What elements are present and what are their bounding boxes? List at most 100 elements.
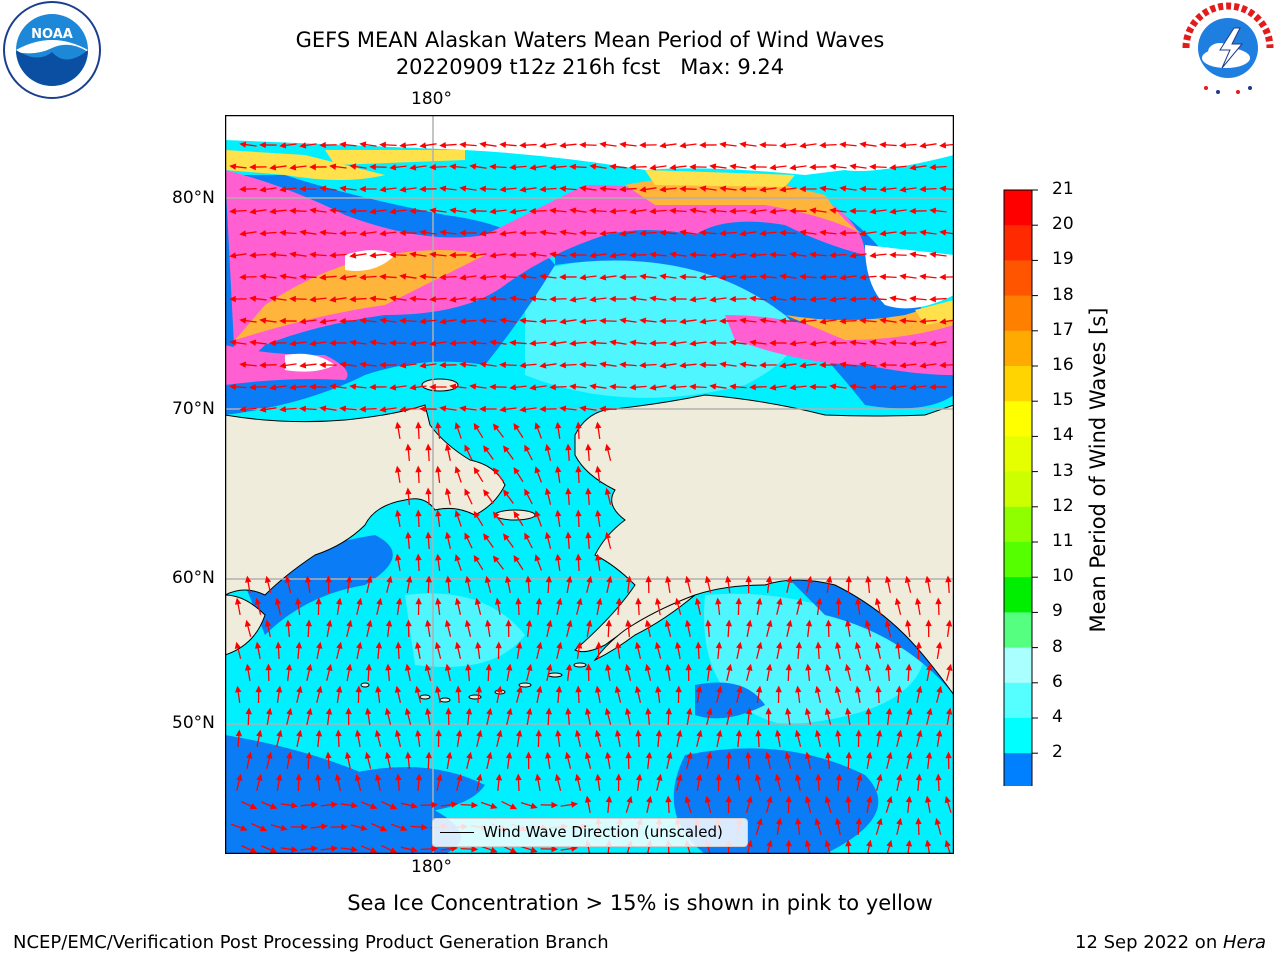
- wind-wave-arrowhead: [459, 274, 467, 281]
- wind-wave-arrowhead: [515, 773, 522, 781]
- wind-wave-arrowhead: [665, 575, 672, 583]
- wind-wave-arrowhead: [254, 641, 262, 649]
- wind-wave-arrowhead: [845, 839, 852, 847]
- wind-wave-arrowhead: [289, 295, 296, 303]
- wind-wave-arrowhead: [619, 141, 627, 148]
- wind-wave-arrowhead: [756, 817, 763, 826]
- wind-wave-arrowhead: [579, 274, 587, 281]
- wind-wave-arrowhead: [889, 295, 897, 302]
- wind-wave-arrowhead: [585, 487, 592, 495]
- wind-wave-arrowhead: [619, 273, 626, 281]
- land-alaska-peninsula: [593, 594, 696, 662]
- wind-wave-arrowhead: [451, 801, 459, 808]
- wind-wave-arrowhead: [425, 619, 432, 627]
- wind-wave-arrowhead: [719, 317, 726, 325]
- wind-wave-arrowhead: [399, 406, 407, 413]
- wind-wave-arrowhead: [519, 186, 527, 193]
- wind-wave-arrowhead: [799, 142, 807, 149]
- noaa-logo: NOAA: [0, 0, 104, 104]
- wind-wave-arrowhead: [589, 296, 597, 303]
- wind-wave-arrowhead: [599, 141, 607, 148]
- wind-wave-arrowhead: [799, 362, 807, 369]
- wind-wave-arrowhead: [509, 803, 518, 810]
- wind-wave-arrowhead: [346, 619, 353, 628]
- wind-wave-arrowhead: [236, 773, 243, 781]
- wind-wave-arrowhead: [539, 142, 547, 149]
- wind-wave-arrowhead: [319, 405, 327, 412]
- wind-wave-arrowhead: [599, 317, 606, 325]
- wind-wave-arrowhead: [385, 619, 393, 627]
- wind-wave-arrowhead: [849, 163, 857, 170]
- wind-wave-arrowhead: [490, 846, 498, 853]
- wind-wave-arrowhead: [259, 361, 266, 369]
- wind-wave-arrowhead: [885, 663, 892, 671]
- wind-wave-arrowhead: [479, 405, 486, 413]
- wind-wave-arrowhead: [355, 685, 362, 693]
- wind-wave-arrowhead: [879, 361, 886, 369]
- colorbar-segment: [1004, 295, 1032, 332]
- wind-wave-arrowhead: [795, 685, 802, 693]
- wind-wave-arrowhead: [369, 252, 377, 259]
- wind-wave-arrowhead: [676, 729, 683, 737]
- wind-wave-arrowhead: [315, 729, 323, 737]
- wind-wave-arrowhead: [469, 163, 477, 170]
- wind-wave-arrowhead: [859, 185, 866, 193]
- wind-wave-arrowhead: [503, 533, 510, 541]
- wind-wave-arrowhead: [835, 773, 843, 781]
- wind-wave-arrowhead: [814, 817, 821, 826]
- wind-wave-arrowhead: [519, 362, 527, 369]
- ocean-light-patch: [525, 259, 799, 398]
- wind-wave-arrowhead: [486, 707, 493, 715]
- wind-wave-arrowhead: [279, 273, 287, 280]
- wind-wave-arrowhead: [266, 751, 273, 760]
- wind-wave-arrowhead: [765, 663, 773, 671]
- wind-wave-arrowhead: [825, 575, 833, 583]
- colorbar-segment: [1004, 682, 1032, 719]
- wind-wave-arrowhead: [819, 141, 826, 149]
- wind-wave-arrowhead: [735, 597, 742, 605]
- wind-wave-arrowhead: [399, 317, 406, 325]
- wind-wave-arrowhead: [824, 663, 832, 671]
- wind-wave-arrowhead: [649, 208, 657, 215]
- wind-wave-arrowhead: [609, 163, 617, 170]
- wind-wave-arrowhead: [729, 339, 737, 346]
- wind-wave-arrowhead: [629, 339, 637, 346]
- wind-wave-arrowhead: [519, 229, 526, 237]
- wind-wave-arrowhead: [829, 339, 836, 347]
- wind-wave-arrowhead: [785, 707, 792, 715]
- wind-wave-arrowhead: [789, 340, 797, 347]
- wind-wave-arrowhead: [410, 846, 418, 853]
- wind-wave-arrowhead: [439, 361, 446, 369]
- wind-wave-arrowhead: [895, 685, 903, 693]
- wind-wave-arrowhead: [769, 295, 777, 302]
- wind-wave-arrowhead: [400, 824, 408, 832]
- wind-wave-arrowhead: [876, 773, 883, 782]
- wind-wave-arrowhead: [935, 641, 943, 649]
- wind-wave-arrowhead: [439, 141, 447, 149]
- wind-wave-arrowhead: [519, 273, 527, 280]
- wind-wave-arrowhead: [555, 509, 562, 517]
- wind-wave-arrowhead: [239, 406, 247, 413]
- wind-wave-arrowhead: [629, 384, 637, 391]
- wind-wave-arrowhead: [939, 273, 946, 281]
- wind-wave-arrowhead: [399, 273, 407, 280]
- wind-wave-arrowhead: [445, 575, 452, 583]
- wind-wave-arrowhead: [619, 230, 627, 237]
- wind-wave-arrowhead: [945, 707, 953, 715]
- wind-wave-arrowhead: [615, 773, 622, 781]
- wind-wave-arrowhead: [865, 707, 872, 715]
- wind-wave-arrowhead: [555, 729, 562, 737]
- wind-wave-arrowhead: [499, 273, 506, 281]
- footer-date: 12 Sep 2022 on: [1075, 932, 1223, 953]
- wind-wave-arrowhead: [804, 707, 812, 715]
- wind-wave-arrowhead: [929, 163, 937, 171]
- wind-wave-arrowhead: [895, 641, 902, 649]
- wind-wave-arrowhead: [499, 141, 507, 148]
- wind-wave-arrowhead: [589, 252, 597, 259]
- wind-wave-arrowhead: [410, 802, 418, 809]
- wind-wave-arrowhead: [854, 641, 862, 650]
- wind-wave-arrowhead: [415, 597, 422, 605]
- wind-wave-arrowhead: [339, 274, 347, 281]
- wind-wave-arrowhead: [366, 575, 373, 583]
- wind-wave-arrowhead: [749, 339, 757, 346]
